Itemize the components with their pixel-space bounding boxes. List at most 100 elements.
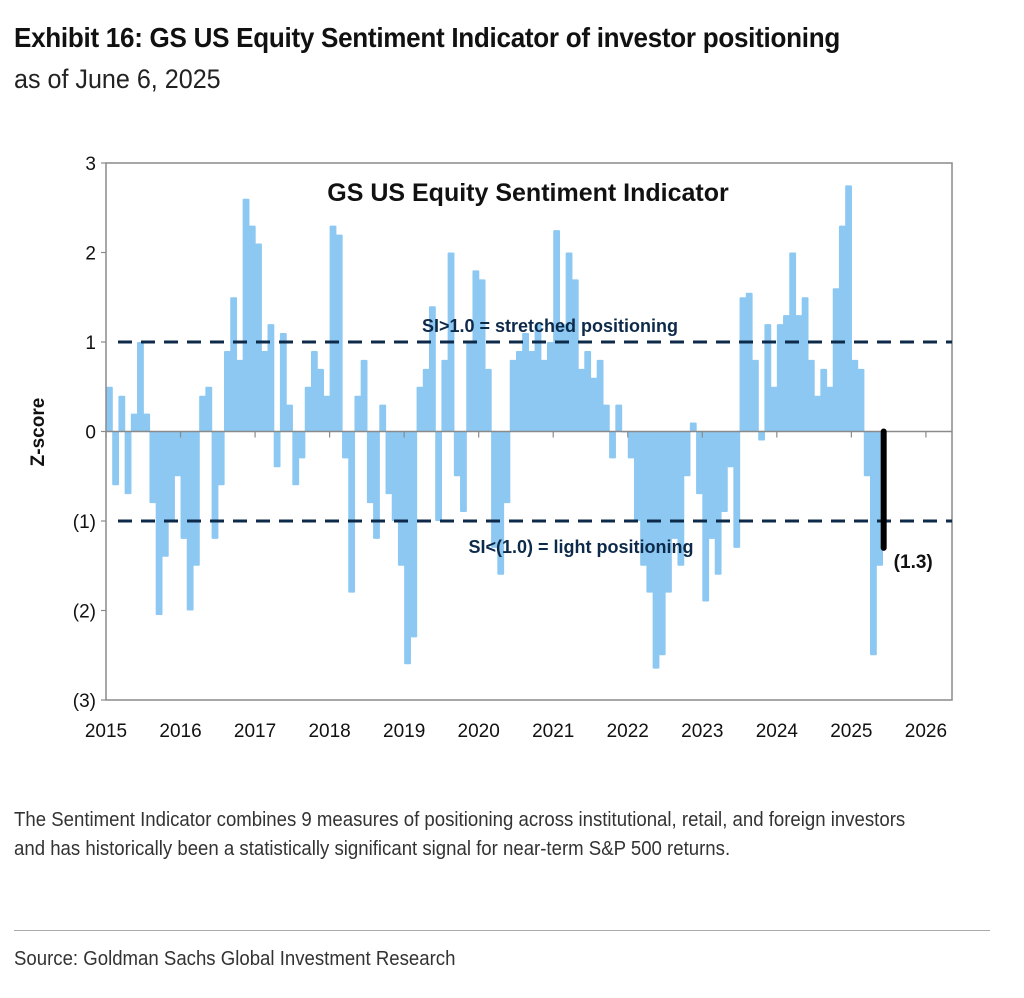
- x-tick-label: 2017: [234, 721, 276, 742]
- x-tick-label: 2020: [458, 721, 500, 742]
- bar: [851, 359, 859, 432]
- bar: [130, 413, 138, 432]
- bar: [702, 431, 710, 602]
- exhibit-subtitle: as of June 6, 2025: [14, 64, 221, 94]
- bar: [807, 359, 815, 432]
- bar: [124, 431, 132, 495]
- bar: [168, 431, 175, 521]
- bar: [515, 350, 523, 432]
- bar: [491, 431, 498, 548]
- bar: [547, 342, 554, 432]
- bar: [764, 324, 772, 432]
- bar: [578, 368, 585, 432]
- bar: [503, 431, 511, 504]
- bar: [497, 431, 505, 575]
- bar: [665, 431, 672, 593]
- y-tick-label: 0: [85, 423, 96, 444]
- x-tick-label: 2018: [308, 721, 350, 742]
- bar: [354, 395, 362, 432]
- x-tick-label: 2026: [905, 721, 947, 742]
- bar: [161, 431, 169, 557]
- bar: [727, 431, 734, 468]
- x-tick-label: 2022: [607, 721, 649, 742]
- bar: [553, 230, 561, 432]
- bar: [199, 395, 206, 432]
- x-tick-label: 2019: [383, 721, 425, 742]
- bar: [708, 431, 716, 539]
- bar: [397, 431, 405, 566]
- bar: [733, 431, 741, 548]
- bar: [745, 292, 753, 432]
- bar: [317, 368, 325, 432]
- exhibit-title: Exhibit 16: GS US Equity Sentiment Indic…: [14, 22, 840, 53]
- bar: [509, 359, 517, 432]
- bar: [391, 431, 399, 521]
- bar: [801, 297, 809, 432]
- x-tick-label: 2025: [830, 721, 872, 742]
- bar: [248, 225, 256, 432]
- bar: [814, 395, 821, 432]
- caption: The Sentiment Indicator combines 9 measu…: [14, 809, 906, 860]
- bar: [472, 270, 480, 432]
- bar: [211, 431, 219, 539]
- bar: [242, 198, 250, 432]
- bar: [149, 431, 157, 504]
- bar: [298, 431, 306, 459]
- bar: [273, 431, 281, 468]
- sentiment-chart: (3) (2) (1) 0 1 2 3 2015 2016 2017 2018 2019 2020 202…: [28, 154, 953, 742]
- bar: [633, 431, 641, 521]
- source-note: Source: Goldman Sachs Global Investment …: [14, 948, 456, 970]
- bar: [466, 342, 474, 432]
- bar: [143, 413, 151, 432]
- bar: [373, 431, 380, 539]
- bar: [820, 368, 828, 432]
- bar: [261, 350, 269, 432]
- x-tick-label: 2021: [532, 721, 574, 742]
- bar: [267, 324, 275, 432]
- bar: [596, 359, 604, 432]
- bar: [236, 359, 244, 432]
- bar: [602, 404, 610, 432]
- bar: [845, 185, 852, 432]
- bar: [217, 431, 225, 486]
- bar: [435, 431, 443, 521]
- latest-value-label: (1.3): [894, 552, 933, 573]
- bar: [609, 431, 616, 459]
- bar: [584, 350, 592, 432]
- bar: [292, 431, 300, 486]
- bar: [770, 386, 778, 432]
- bar: [360, 359, 368, 432]
- bar: [304, 386, 312, 432]
- bar: [379, 404, 387, 432]
- bar: [230, 297, 238, 432]
- bar: [751, 359, 759, 432]
- bar: [627, 431, 635, 459]
- bar: [453, 431, 461, 477]
- bar: [683, 431, 691, 477]
- bar: [224, 350, 231, 432]
- bar: [689, 422, 697, 432]
- bar: [342, 431, 349, 459]
- axes-group: (3) (2) (1) 0 1 2 3 2015 2016 2017 2018 2019 2020 202…: [73, 154, 952, 742]
- x-tick-label: 2015: [85, 721, 127, 742]
- bar: [559, 324, 567, 432]
- bar: [714, 431, 722, 575]
- bar: [646, 431, 654, 593]
- bar: [795, 315, 803, 432]
- bar: [348, 431, 356, 593]
- bar: [565, 252, 573, 432]
- bar: [366, 431, 374, 504]
- bar: [310, 350, 318, 432]
- y-axis-label: Z-score: [28, 398, 49, 467]
- bar: [137, 342, 144, 432]
- bar: [286, 404, 293, 432]
- bar: [422, 368, 430, 432]
- y-tick-label: 3: [85, 154, 96, 175]
- bar: [776, 324, 784, 432]
- bar: [174, 431, 182, 477]
- bar: [658, 431, 666, 656]
- bar: [863, 431, 871, 477]
- bar: [758, 431, 766, 441]
- bar: [783, 315, 790, 432]
- threshold-label: SI>1.0 = stretched positioning: [422, 316, 678, 336]
